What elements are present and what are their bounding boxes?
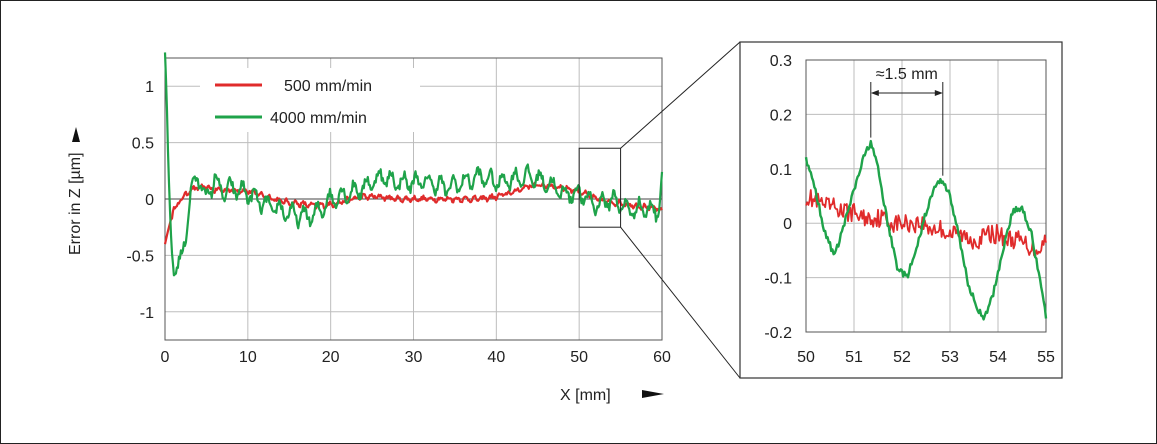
main-x-tick-label: 10 <box>239 349 257 366</box>
annotation-right-arrow-icon <box>934 90 943 96</box>
main-y-tick-labels: 1 0.5 0 -0.5 -1 <box>126 79 154 322</box>
inset-y-tick-label: 0.3 <box>770 53 792 70</box>
inset-y-tick-label: 0 <box>783 216 792 233</box>
main-y-tick-label: -1 <box>140 305 154 322</box>
inset-y-tick-label: -0.2 <box>764 325 792 342</box>
legend-background <box>200 68 420 132</box>
y-axis-arrow-icon <box>72 127 80 142</box>
zoom-region-box <box>578 147 622 228</box>
main-y-tick-label: -0.5 <box>126 248 154 265</box>
main-x-tick-label: 60 <box>653 349 671 366</box>
zoom-connector-lines <box>620 41 741 379</box>
annotation-label: ≈1.5 mm <box>876 66 938 83</box>
main-x-tick-label: 20 <box>322 349 340 366</box>
main-y-tick-label: 0.5 <box>132 136 154 153</box>
inset-x-tick-label: 54 <box>989 349 1007 366</box>
main-x-tick-label: 40 <box>487 349 505 366</box>
inset-y-tick-labels: 0.3 0.2 0.1 0 -0.1 -0.2 <box>764 53 792 342</box>
annotation-left-arrow-icon <box>870 90 879 96</box>
inset-x-tick-label: 51 <box>845 349 863 366</box>
x-axis-arrow-icon <box>642 390 664 398</box>
inset-series <box>804 139 1048 321</box>
main-y-tick-label: 0 <box>145 192 154 209</box>
inset-x-tick-label: 50 <box>797 349 815 366</box>
main-x-tick-label: 50 <box>570 349 588 366</box>
inset-plot-border <box>805 59 1047 333</box>
inset-panel <box>739 41 1063 379</box>
main-x-tick-label: 0 <box>161 349 170 366</box>
main-y-tick-label: 1 <box>145 79 154 96</box>
inset-x-tick-label: 52 <box>893 349 911 366</box>
main-x-tick-labels: 0 10 20 30 40 50 60 <box>161 349 671 366</box>
x-axis-label: X [mm] <box>560 387 611 404</box>
inset-x-tick-label: 55 <box>1037 349 1055 366</box>
inset-x-tick-label: 53 <box>941 349 959 366</box>
main-x-tick-label: 30 <box>405 349 423 366</box>
inset-y-tick-label: -0.1 <box>764 271 792 288</box>
zoom-connector-bottom <box>620 226 741 379</box>
period-annotation: ≈1.5 mm <box>870 66 944 176</box>
legend-label: 4000 mm/min <box>270 110 367 127</box>
zoom-connector-top <box>620 41 741 149</box>
inset-series-line-fast <box>804 139 1048 321</box>
y-axis-label: Error in Z [µm] <box>67 152 84 255</box>
inset-y-tick-label: 0.1 <box>770 162 792 179</box>
legend-label: 500 mm/min <box>284 78 372 95</box>
inset-x-tick-labels: 50 51 52 53 54 55 <box>797 349 1055 366</box>
legend: 500 mm/min 4000 mm/min <box>215 78 372 127</box>
inset-y-tick-label: 0.2 <box>770 107 792 124</box>
